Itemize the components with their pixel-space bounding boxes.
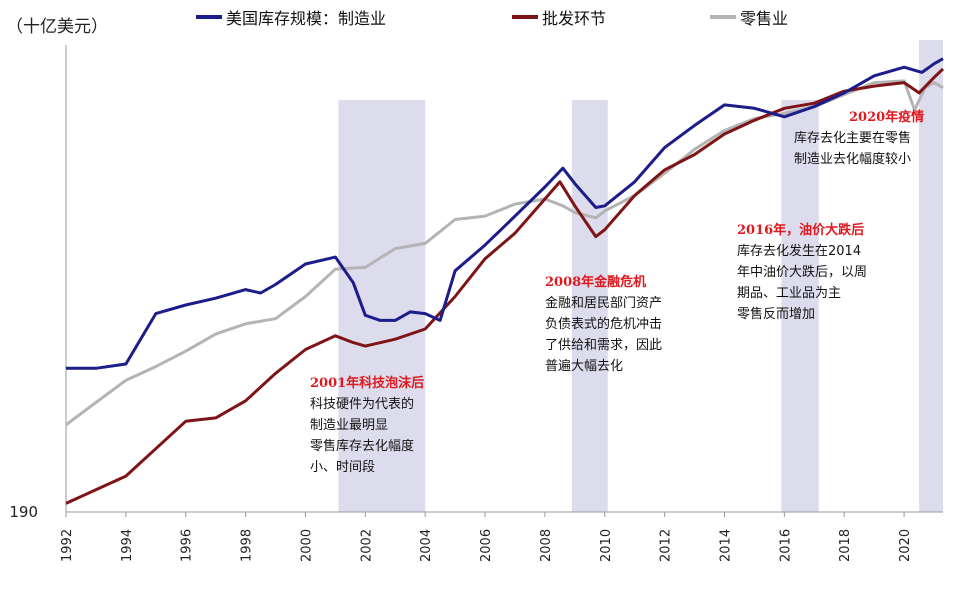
x-tick-label: 2004 [419, 529, 434, 562]
x-tick-label: 1998 [240, 529, 255, 562]
annotation-2020-title: 2020年疫情 [849, 110, 925, 125]
y-min-label: 190 [9, 503, 38, 521]
x-tick-label: 1996 [180, 529, 195, 562]
legend-item-retail: 零售业 [710, 4, 788, 30]
legend-label-retail: 零售业 [740, 9, 789, 28]
annotation-2020-line: 库存去化主要在零售 [794, 131, 912, 146]
annotation-2001-line: 制造业最明显 [310, 418, 389, 433]
recession-band [919, 40, 943, 512]
x-tick-label: 1994 [120, 529, 135, 562]
x-ticks: 1992 1994 1996 1998 2000 2002 2004 2006 2008 2010… [60, 512, 913, 562]
x-tick-label: 1992 [60, 529, 75, 562]
annotation-2020: 2020年疫情 库存去化主要在零售 制造业去化幅度较小 [794, 107, 924, 170]
legend-swatch-manufacturing [196, 15, 222, 19]
x-tick-label: 2008 [539, 529, 554, 562]
annotation-2008-title: 2008年金融危机 [545, 275, 647, 290]
annotation-2016-line: 库存去化发生在2014 [737, 244, 862, 259]
recession-band [338, 100, 426, 512]
x-tick-label: 2010 [599, 529, 614, 562]
series-lines [65, 57, 945, 505]
annotation-2001-line: 零售库存去化幅度 [310, 439, 415, 454]
series-line-manufacturing [66, 57, 944, 370]
x-tick-label: 2000 [299, 529, 314, 562]
annotation-2008: 2008年金融危机 金融和居民部门资产 负债表式的危机冲击 了供给和需求，因此 … [545, 272, 662, 377]
recession-shading [338, 40, 943, 512]
annotation-2001-line: 小、时间段 [310, 460, 376, 475]
legend-swatch-wholesale [512, 15, 538, 19]
x-tick-label: 2014 [718, 529, 733, 562]
recession-band [781, 100, 819, 512]
series-line-wholesale [65, 67, 945, 505]
legend-item-wholesale: 批发环节 [512, 4, 606, 30]
legend-swatch-retail [710, 15, 736, 19]
recession-band [571, 100, 608, 512]
annotation-2016-title: 2016年，油价大跌后 [737, 223, 865, 238]
annotation-2001-line: 科技硬件为代表的 [310, 397, 415, 412]
annotation-2020-line: 制造业去化幅度较小 [794, 152, 912, 167]
legend-label-wholesale: 批发环节 [542, 9, 607, 28]
annotation-2001-title: 2001年科技泡沫后 [310, 376, 425, 391]
x-tick-label: 2018 [838, 529, 853, 562]
x-tick-label: 2016 [778, 529, 793, 562]
annotation-2016-line: 年中油价大跌后，以周 [737, 265, 868, 280]
legend-item-manufacturing: 美国库存规模：制造业 [196, 4, 386, 30]
unit-label: （十亿美元） [6, 17, 108, 37]
annotation-2001: 2001年科技泡沫后 科技硬件为代表的 制造业最明显 零售库存去化幅度 小、时间… [310, 373, 424, 478]
annotation-2008-line: 了供给和需求，因此 [545, 338, 663, 353]
annotation-2008-line: 普遍大幅去化 [545, 359, 624, 374]
x-tick-label: 2002 [359, 529, 374, 562]
x-tick-label: 2012 [659, 529, 674, 562]
annotation-2008-line: 负债表式的危机冲击 [545, 317, 663, 332]
annotation-2016-line: 零售反而增加 [737, 307, 816, 322]
annotation-2016: 2016年，油价大跌后 库存去化发生在2014 年中油价大跌后，以周 期品、工业… [737, 220, 867, 325]
annotation-2016-line: 期品、工业品为主 [737, 286, 842, 301]
x-tick-label: 2020 [898, 529, 913, 562]
legend-label-manufacturing: 美国库存规模：制造业 [226, 9, 387, 28]
x-tick-label: 2006 [479, 529, 494, 562]
annotation-2008-line: 金融和居民部门资产 [545, 296, 663, 311]
